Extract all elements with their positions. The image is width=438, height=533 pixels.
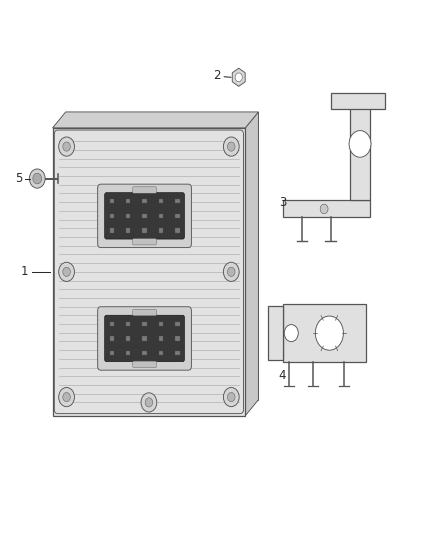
FancyBboxPatch shape: [98, 184, 191, 247]
Circle shape: [320, 204, 328, 214]
Polygon shape: [331, 93, 385, 109]
Bar: [126, 214, 131, 218]
Circle shape: [59, 262, 74, 281]
Bar: [175, 336, 180, 341]
Circle shape: [349, 131, 371, 157]
Bar: [159, 228, 163, 232]
Circle shape: [63, 142, 71, 151]
Bar: [175, 351, 180, 355]
Bar: [142, 351, 147, 355]
Circle shape: [141, 393, 157, 412]
Circle shape: [33, 173, 42, 184]
Circle shape: [223, 387, 239, 407]
Bar: [175, 228, 180, 232]
Bar: [142, 336, 147, 341]
Bar: [126, 351, 131, 355]
Text: 3: 3: [279, 196, 286, 209]
Polygon shape: [245, 112, 258, 416]
Bar: [159, 199, 163, 203]
Text: 1: 1: [20, 265, 28, 278]
Bar: [110, 199, 114, 203]
Circle shape: [59, 387, 74, 407]
FancyBboxPatch shape: [105, 193, 184, 239]
Polygon shape: [350, 99, 370, 200]
FancyBboxPatch shape: [133, 309, 156, 316]
Bar: [110, 336, 114, 341]
Bar: [126, 336, 131, 341]
Circle shape: [227, 392, 235, 402]
Circle shape: [223, 137, 239, 156]
Circle shape: [63, 392, 71, 402]
Circle shape: [59, 137, 74, 156]
Polygon shape: [53, 112, 258, 128]
Bar: [159, 336, 163, 341]
Circle shape: [145, 398, 153, 407]
Bar: [126, 321, 131, 326]
Bar: [126, 199, 131, 203]
Polygon shape: [53, 128, 245, 416]
Text: 4: 4: [279, 369, 286, 382]
Circle shape: [223, 262, 239, 281]
Polygon shape: [283, 304, 366, 362]
Bar: [142, 214, 147, 218]
Circle shape: [29, 169, 45, 188]
Circle shape: [284, 325, 298, 342]
Bar: [159, 214, 163, 218]
Text: 2: 2: [213, 69, 221, 82]
Polygon shape: [268, 306, 283, 360]
Polygon shape: [66, 112, 258, 400]
FancyBboxPatch shape: [133, 239, 156, 245]
Bar: [110, 228, 114, 232]
FancyBboxPatch shape: [133, 361, 156, 368]
FancyBboxPatch shape: [105, 316, 184, 361]
Bar: [142, 228, 147, 232]
Text: 5: 5: [15, 172, 22, 185]
Bar: [126, 228, 131, 232]
Bar: [142, 199, 147, 203]
Bar: [110, 321, 114, 326]
Bar: [159, 351, 163, 355]
FancyBboxPatch shape: [133, 187, 156, 193]
Bar: [142, 321, 147, 326]
Polygon shape: [283, 200, 370, 217]
Bar: [175, 214, 180, 218]
Bar: [175, 199, 180, 203]
Circle shape: [227, 142, 235, 151]
Bar: [159, 321, 163, 326]
Polygon shape: [232, 68, 245, 86]
FancyBboxPatch shape: [98, 307, 191, 370]
Bar: [175, 321, 180, 326]
Circle shape: [235, 73, 242, 82]
Bar: [110, 214, 114, 218]
Circle shape: [315, 316, 343, 350]
Circle shape: [63, 267, 71, 277]
Bar: [110, 351, 114, 355]
Circle shape: [227, 267, 235, 277]
